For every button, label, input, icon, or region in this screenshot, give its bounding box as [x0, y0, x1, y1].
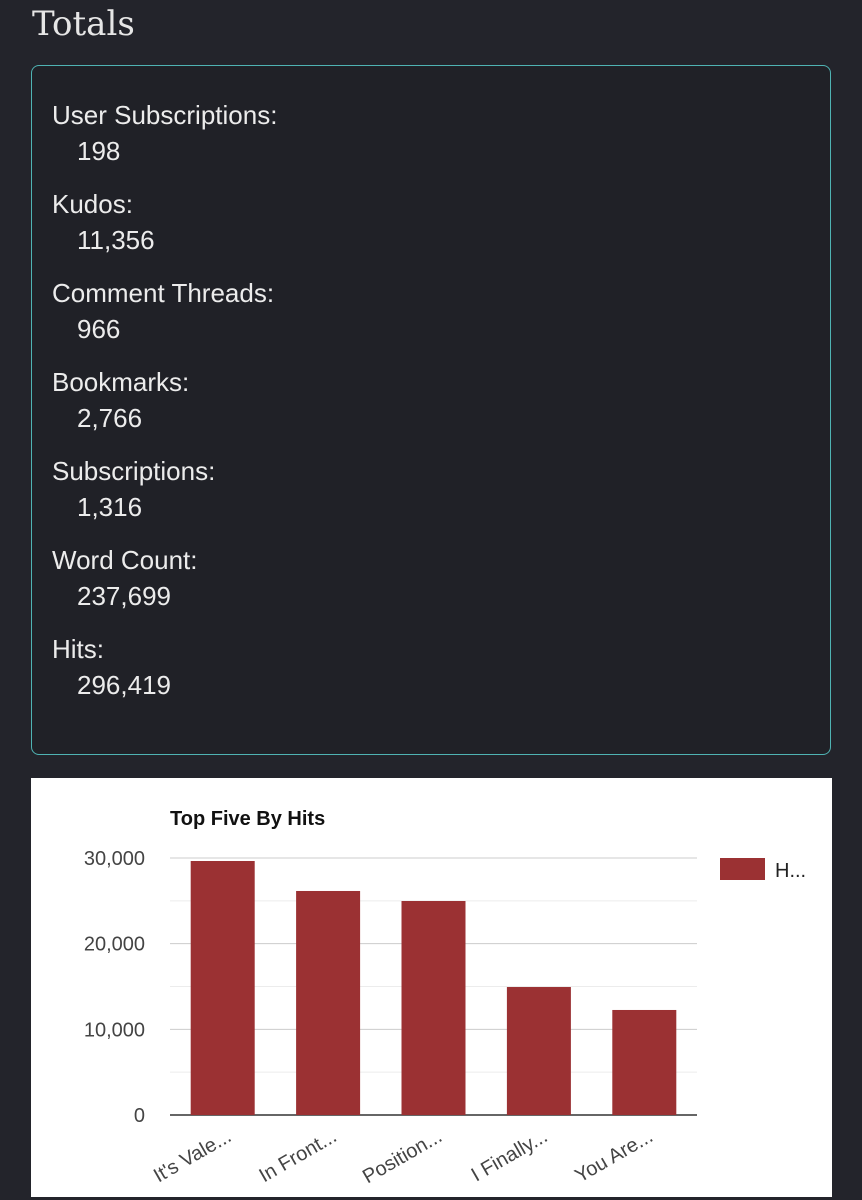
bar	[612, 1009, 677, 1115]
stat-value: 296,419	[77, 670, 171, 700]
y-tick-label: 30,000	[84, 848, 145, 870]
stat-value: 966	[77, 314, 121, 344]
bar	[190, 860, 255, 1115]
bar	[506, 987, 571, 1115]
stat-label: Subscriptions:	[52, 456, 216, 486]
y-tick-label: 0	[134, 1105, 145, 1127]
section-title: Totals	[32, 4, 135, 44]
legend-swatch	[720, 858, 765, 880]
stat-label: Kudos:	[52, 189, 133, 219]
bar	[296, 890, 361, 1115]
bar	[401, 901, 466, 1115]
y-tick-label: 10,000	[84, 1019, 145, 1041]
y-tick-label: 20,000	[84, 934, 145, 956]
stat-value: 237,699	[77, 581, 171, 611]
totals-box: User Subscriptions: 198 Kudos: 11,356 Commen…	[31, 65, 831, 755]
stat-value: 2,766	[77, 403, 143, 433]
stat-value: 198	[77, 136, 121, 166]
stat-value: 11,356	[77, 225, 155, 255]
stat-label: Comment Threads:	[52, 278, 275, 308]
chart-title: Top Five By Hits	[170, 808, 325, 830]
legend-label: H...	[775, 860, 806, 882]
stat-label: Bookmarks:	[52, 367, 190, 397]
stat-value: 1,316	[77, 492, 143, 522]
stat-label: User Subscriptions:	[52, 100, 278, 130]
stat-label: Word Count:	[52, 545, 198, 575]
stat-label: Hits:	[52, 634, 104, 664]
